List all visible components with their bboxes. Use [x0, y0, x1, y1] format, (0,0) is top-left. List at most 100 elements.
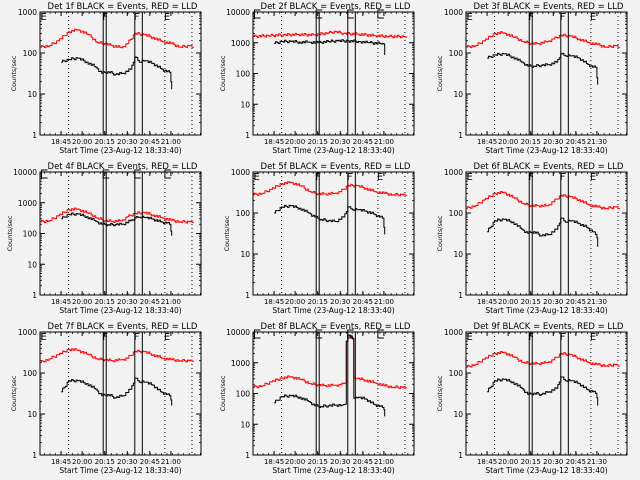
marker-bracket-e: [41, 169, 48, 179]
marker-label-f: F: [134, 332, 140, 343]
y-tick-label: 1000: [231, 39, 250, 48]
x-tick-label: 21:00: [161, 298, 181, 306]
chart-svg: Det 6f BLACK = Events, RED = LLD Counts/s…: [436, 162, 628, 315]
series-events-line: [487, 376, 599, 406]
x-tick-label: 20:00: [285, 298, 305, 306]
x-tick-label: 20:15: [308, 298, 328, 306]
y-tick-label: 10000: [226, 328, 250, 337]
x-axis-label: Start Time (23-Aug-12 18:33:40): [272, 146, 394, 155]
chart-panel-det-9: Det 9f BLACK = Events, RED = LLD Counts/s…: [426, 320, 639, 480]
x-tick-label: 20:15: [95, 298, 115, 306]
x-tick-label: 21:30: [587, 298, 607, 306]
series-events-line: [61, 212, 173, 236]
x-tick-label: 20:45: [566, 458, 586, 466]
marker-bracket-f: [347, 329, 354, 339]
chart-title: Det 1f BLACK = Events, RED = LLD: [48, 2, 198, 12]
y-tick-label: 10000: [13, 168, 37, 177]
plot-frame: [252, 171, 415, 296]
marker-label-f: F: [560, 12, 566, 23]
y-axis-label: Counts/sec: [219, 55, 227, 91]
y-tick-label: 100: [236, 390, 251, 399]
marker-label-f: F: [528, 332, 534, 343]
marker-label-f: F: [102, 332, 108, 343]
marker-bracket-e: [377, 329, 384, 339]
marker-bracket-f: [315, 9, 323, 19]
x-tick-label: 20:30: [117, 138, 137, 146]
y-tick-label: 100: [449, 369, 464, 378]
y-tick-label: 1: [458, 291, 463, 300]
y-tick-label: 1: [458, 451, 463, 460]
y-tick-label: 10: [240, 250, 250, 259]
x-tick-label: 20:30: [330, 298, 350, 306]
y-axis-label: Counts/sec: [10, 375, 18, 411]
marker-label-f: F: [560, 172, 566, 183]
marker-label-e: E: [467, 12, 473, 23]
series-lld-line: [40, 348, 194, 363]
y-tick-label: 1: [458, 131, 463, 140]
y-tick-label: 1: [32, 451, 37, 460]
y-axis-label: Counts/sec: [10, 55, 18, 91]
plot-frame: [252, 331, 415, 456]
chart-svg: Det 4f BLACK = Events, RED = LLD Counts/s…: [6, 162, 202, 315]
series-events-line: [274, 204, 386, 235]
marker-bracket-e: [164, 169, 171, 179]
y-axis-label: Counts/sec: [436, 375, 444, 411]
x-tick-label: 20:15: [521, 298, 541, 306]
y-tick-label: 100: [449, 209, 464, 218]
x-tick-label: 20:45: [353, 298, 373, 306]
chart-panel-det-8: Det 8f BLACK = Events, RED = LLD Counts/s…: [213, 320, 426, 480]
chart-svg: Det 7f BLACK = Events, RED = LLD Counts/s…: [10, 322, 202, 475]
series-lld-line: [40, 207, 194, 224]
y-tick-label: 10: [27, 260, 37, 269]
marker-bracket-f: [134, 169, 141, 179]
plot-frame: [39, 11, 202, 136]
x-tick-label: 20:30: [543, 298, 563, 306]
chart-title: Det 2f BLACK = Events, RED = LLD: [261, 2, 411, 12]
chart-svg: Det 5f BLACK = Events, RED = LLD Counts/s…: [223, 162, 415, 315]
x-tick-label: 21:30: [587, 458, 607, 466]
marker-bracket-e: [254, 9, 261, 19]
y-tick-label: 1000: [444, 168, 463, 177]
y-tick-label: 10: [27, 410, 37, 419]
x-tick-label: 18:45: [264, 458, 284, 466]
y-tick-label: 1000: [444, 8, 463, 17]
chart-panel-det-2: Det 2f BLACK = Events, RED = LLD Counts/s…: [213, 0, 426, 160]
y-axis-label: Counts/sec: [436, 55, 444, 91]
marker-label-e: E: [590, 12, 596, 23]
x-axis-label: Start Time (23-Aug-12 18:33:40): [59, 146, 181, 155]
x-tick-label: 18:45: [264, 138, 284, 146]
marker-label-f: F: [134, 12, 140, 23]
y-tick-label: 1000: [18, 328, 37, 337]
marker-label-f: F: [560, 332, 566, 343]
y-axis-label: Counts/sec: [6, 215, 14, 251]
x-tick-label: 20:15: [95, 458, 115, 466]
x-tick-label: 21:00: [374, 138, 394, 146]
y-tick-label: 10000: [226, 8, 250, 17]
y-tick-label: 1000: [18, 199, 37, 208]
marker-bracket-f: [347, 9, 354, 19]
x-tick-label: 20:45: [353, 138, 373, 146]
series-events-line: [487, 217, 599, 247]
plot-frame: [465, 171, 628, 296]
chart-panel-det-1: Det 1f BLACK = Events, RED = LLD Counts/s…: [0, 0, 213, 160]
x-tick-label: 18:45: [477, 458, 497, 466]
marker-label-e: E: [590, 332, 596, 343]
x-tick-label: 20:45: [353, 458, 373, 466]
chart-title: Det 4f BLACK = Events, RED = LLD: [48, 162, 198, 172]
x-tick-label: 20:45: [140, 138, 160, 146]
series-events-line: [61, 56, 173, 90]
y-tick-label: 1: [245, 291, 250, 300]
y-tick-label: 10: [240, 420, 250, 429]
y-tick-label: 100: [23, 369, 38, 378]
x-tick-label: 20:30: [117, 458, 137, 466]
x-tick-label: 21:30: [587, 138, 607, 146]
marker-label-e: E: [41, 332, 47, 343]
marker-label-f: F: [102, 12, 108, 23]
plot-frame: [39, 331, 202, 456]
x-tick-label: 20:45: [566, 298, 586, 306]
x-axis-label: Start Time (23-Aug-12 18:33:40): [272, 306, 394, 315]
x-tick-label: 20:00: [498, 138, 518, 146]
series-events-line: [487, 52, 599, 85]
marker-label-e: E: [467, 332, 473, 343]
chart-svg: Det 9f BLACK = Events, RED = LLD Counts/s…: [436, 322, 628, 475]
